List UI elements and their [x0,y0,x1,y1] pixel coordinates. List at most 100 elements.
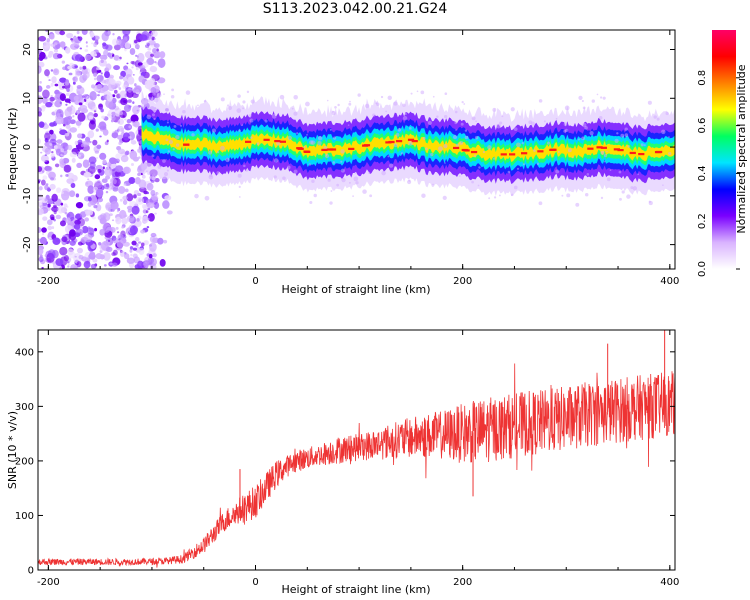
x-tick-label: 200 [453,276,472,287]
halo-dot [581,136,585,141]
noise-speckle [136,217,140,222]
halo-dot [352,195,354,197]
noise-speckle [146,217,150,221]
noise-speckle [130,162,135,166]
halo-dot [656,117,660,121]
noise-speckle [60,174,63,178]
noise-speckle [60,148,65,153]
halo-dot [208,150,213,155]
noise-speckle [96,69,102,73]
noise-speckle [122,199,128,205]
noise-speckle [111,252,116,257]
noise-speckle [99,217,107,225]
halo-dot [249,118,254,123]
noise-speckle [53,204,57,208]
halo-dot [598,115,603,120]
colorbar-tick-label: 0.2 [697,213,708,229]
noise-speckle [150,65,154,69]
noise-speckle [57,53,63,59]
noise-speckle [82,95,86,98]
x-tick-label: -200 [37,577,60,588]
y-tick-label: 100 [15,511,34,522]
halo-dot [225,157,230,163]
noise-speckle [65,124,71,129]
noise-speckle [66,88,70,93]
noise-speckle [103,252,111,261]
halo-dot [555,117,558,120]
noise-speckle [70,182,76,189]
noise-speckle [112,178,117,185]
noise-speckle [154,60,157,64]
halo-dot [555,169,560,174]
noise-speckle [146,202,155,209]
noise-speckle [157,237,164,245]
noise-speckle [123,253,130,260]
noise-speckle [64,132,70,137]
snr-line-layer [38,330,675,568]
halo-dot [340,168,345,173]
halo-dot [496,123,501,129]
halo-dot [282,176,286,180]
noise-speckle [134,43,140,50]
halo-dot [162,159,166,163]
halo-dot [665,111,669,116]
halo-dot [581,99,584,103]
halo-dot [647,100,652,105]
noise-speckle [121,217,128,225]
halo-dot [499,121,503,125]
noise-speckle [135,54,138,57]
noise-speckle [124,42,131,49]
noise-speckle [70,104,74,108]
halo-dot [546,141,551,145]
noise-speckle [130,61,135,65]
halo-dot [194,193,199,199]
noise-speckle [154,212,157,215]
noise-speckle [163,239,168,244]
noise-speckle [47,53,53,58]
halo-dot [248,114,252,118]
halo-dot [586,173,590,176]
noise-speckle [111,132,119,139]
noise-speckle [89,140,92,144]
noise-speckle [40,151,43,154]
noise-speckle [124,68,133,77]
noise-speckle [102,42,107,47]
noise-speckle [125,150,130,156]
halo-dot [273,158,279,163]
halo-dot [473,154,477,157]
noise-speckle [63,164,72,173]
noise-speckle [148,80,155,87]
noise-speckle [96,144,102,149]
noise-speckle [87,202,92,207]
noise-speckle [119,90,127,100]
halo-dot [238,185,241,188]
halo-dot [236,108,242,113]
spectral-ridge-layer [141,88,675,207]
noise-speckle [107,113,111,117]
halo-dot [616,132,619,135]
colorbar-tick-label: 0.0 [697,261,708,277]
noise-speckle [84,49,89,52]
noise-speckle [65,103,68,106]
halo-dot [397,128,402,132]
y-tick-label: 20 [22,43,33,56]
halo-dot [464,129,468,132]
noise-speckle [59,128,62,131]
noise-speckle [64,81,70,86]
noise-speckle [101,115,106,119]
halo-dot [182,109,186,114]
halo-dot [471,116,476,121]
halo-dot [387,95,392,101]
noise-speckle [38,180,41,184]
noise-speckle [69,119,76,125]
noise-speckle [85,41,88,44]
noise-speckle [94,227,98,232]
noise-speckle [105,44,113,51]
noise-speckle [55,148,62,156]
noise-speckle [134,39,138,44]
halo-dot [165,138,169,142]
colorbar-ticks: 0.0 0.2 0.4 0.6 0.8 [697,70,740,277]
noise-speckle [44,69,50,77]
noise-speckle [63,254,69,262]
halo-dot [168,139,173,145]
